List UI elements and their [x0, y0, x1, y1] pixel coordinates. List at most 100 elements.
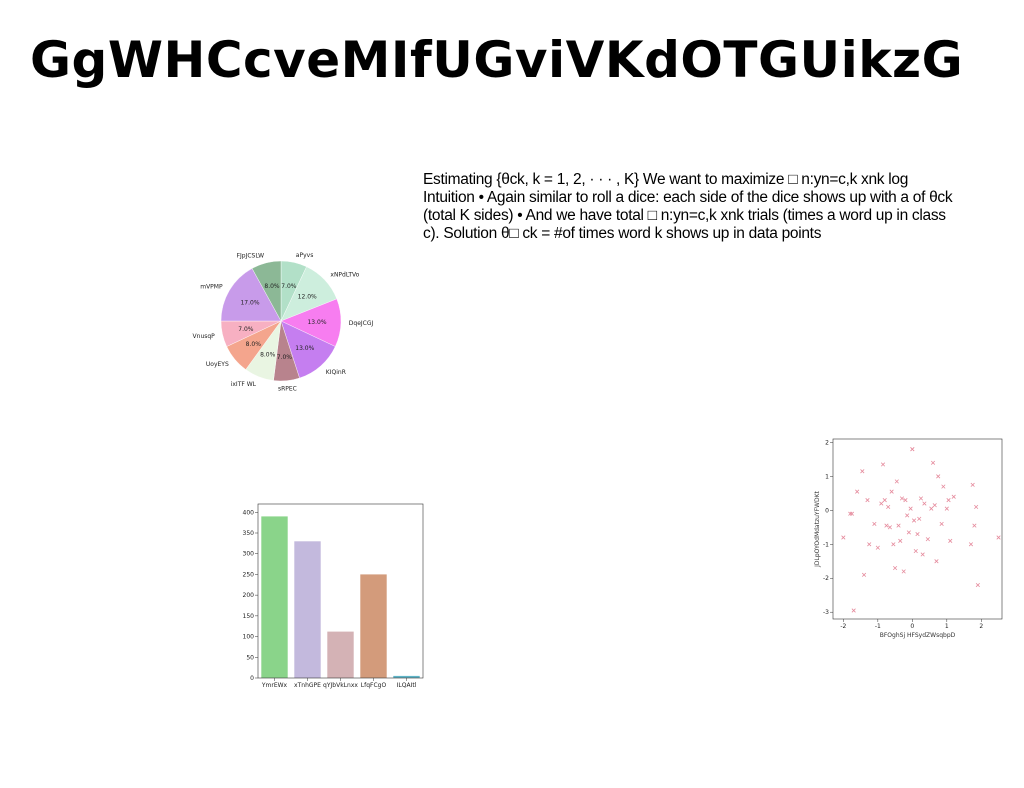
plot-frame [832, 438, 1003, 620]
scatter-point [941, 484, 946, 489]
pie-percent-label: 7.0% [281, 283, 297, 290]
pie-category-label: mVPMP [200, 284, 223, 291]
y-tick-label: 2 [825, 439, 829, 446]
scatter-point [841, 535, 846, 540]
scatter-point [974, 504, 979, 510]
x-tick-label: 0 [910, 623, 914, 630]
pie-category-label: aPyvs [296, 252, 314, 259]
scatter-point [880, 462, 886, 467]
y-axis-label: JDLpOYOdMdatzuYFWDKt [814, 490, 821, 567]
scatter-point [951, 494, 956, 499]
y-tick-label: 0 [825, 507, 829, 514]
scatter-point-stroke [860, 469, 865, 474]
scatter-point-stroke [974, 504, 979, 510]
scatter-point [939, 521, 944, 526]
y-tick-label: 50 [246, 654, 254, 661]
scatter-point [944, 506, 949, 511]
bar [393, 675, 420, 678]
pie-percent-label: 12.0% [298, 293, 317, 300]
scatter-point [901, 569, 906, 574]
scatter-point [934, 559, 939, 564]
scatter-point [996, 535, 1001, 540]
scatter-point-stroke [951, 494, 956, 499]
scatter-point-stroke [894, 479, 899, 484]
scatter-point [855, 489, 860, 494]
scatter-point-stroke [884, 523, 889, 528]
scatter-point-stroke [932, 503, 937, 508]
scatter-point [884, 523, 889, 528]
scatter-point-stroke [855, 489, 860, 494]
scatter-point [867, 542, 872, 547]
scatter-point [968, 542, 974, 547]
pie-category-label: KIQinR [326, 369, 346, 376]
scatter-point-stroke [948, 538, 953, 543]
scatter-point-stroke [970, 482, 975, 487]
scatter-chart: -3 -2 -1 0 1 2 -2 -1 0 1 2 BFOghSj HFSydZWsqbpD JDLp… [808, 432, 1014, 642]
bar [360, 574, 387, 678]
pie-category-label: DqeJCGJ [349, 320, 374, 327]
scatter-point-stroke [996, 535, 1001, 540]
scatter-point-stroke [910, 447, 915, 452]
scatter-point-stroke [934, 559, 939, 564]
scatter-point-stroke [906, 530, 911, 535]
scatter-point-stroke [944, 506, 949, 511]
y-tick-label: 150 [243, 613, 255, 620]
scatter-point [975, 582, 980, 588]
scatter-point-stroke [972, 523, 977, 528]
scatter-point-stroke [851, 608, 856, 613]
bar [261, 516, 288, 678]
scatter-point [946, 498, 951, 503]
scatter-point [918, 496, 924, 501]
x-tick-label: ILQAItl [397, 682, 417, 689]
pie-percent-label: 8.0% [260, 352, 276, 359]
y-tick-label: 200 [243, 592, 255, 599]
pie-percent-label: 13.0% [295, 345, 314, 352]
x-tick-label: -2 [840, 623, 846, 630]
pie-percent-label: 7.0% [238, 326, 254, 333]
pie-percent-label: 17.0% [240, 300, 259, 307]
scatter-point-stroke [882, 498, 887, 503]
pie-percent-label: 8.0% [264, 283, 280, 290]
scatter-point [905, 513, 910, 518]
y-tick-label: -2 [823, 575, 829, 582]
scatter-point-stroke [901, 569, 906, 574]
scatter-point-stroke [915, 532, 920, 537]
scatter-point-stroke [922, 501, 927, 506]
scatter-point [848, 511, 853, 516]
scatter-point [872, 521, 877, 526]
y-tick-label: 300 [243, 551, 255, 558]
slide-title: GgWHCcveMIfUGviVKdOTGUikzG [30, 31, 964, 89]
scatter-point-stroke [861, 572, 867, 577]
scatter-point-stroke [946, 498, 951, 503]
pie-slice [251, 260, 282, 322]
y-tick-label: 350 [243, 530, 255, 537]
x-tick-label: xTnhGPE [294, 682, 321, 689]
scatter-point [913, 548, 918, 554]
scatter-point-stroke [936, 474, 941, 479]
y-tick-label: -3 [823, 609, 829, 616]
scatter-point [911, 518, 917, 523]
scatter-point-stroke [918, 496, 924, 501]
scatter-point-stroke [941, 484, 946, 489]
scatter-point [892, 565, 898, 571]
pie-slice [220, 268, 282, 322]
bar-chart: 0 50 100 150 200 250 300 350 400 YmrEWx xTnhGPE qYJ… [238, 498, 428, 696]
scatter-point-stroke [880, 462, 886, 467]
scatter-point-stroke [891, 542, 896, 547]
scatter-point [887, 525, 892, 530]
scatter-point-stroke [896, 523, 901, 528]
pie-percent-label: 7.0% [277, 354, 293, 361]
scatter-point-stroke [903, 498, 908, 503]
pie-percent-label: 8.0% [246, 341, 262, 348]
plot-frame [257, 503, 424, 679]
y-tick-label: 100 [243, 634, 255, 641]
scatter-point [896, 523, 901, 528]
scatter-point-stroke [892, 565, 898, 571]
scatter-point [903, 498, 908, 503]
scatter-point [906, 530, 911, 535]
scatter-point-stroke [930, 460, 936, 465]
scatter-point [910, 447, 915, 452]
y-tick-label: -1 [823, 541, 829, 548]
x-tick-label: 2 [979, 623, 983, 630]
scatter-point-stroke [925, 537, 930, 542]
